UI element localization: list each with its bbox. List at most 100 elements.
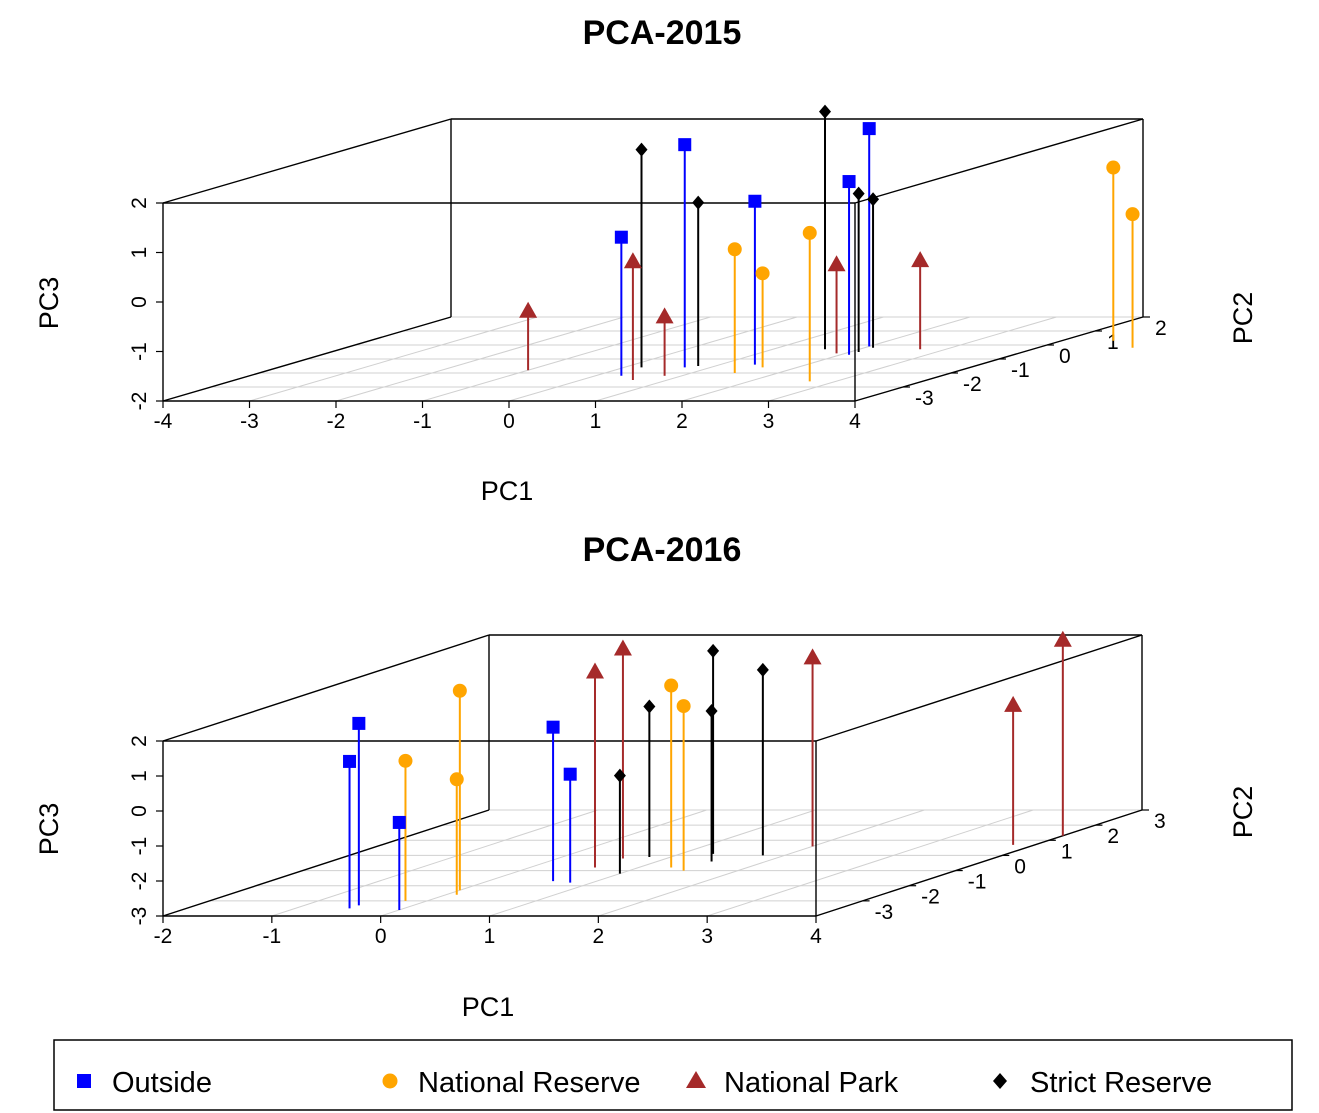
data-point-triangle	[585, 662, 604, 679]
data-point-square	[862, 122, 876, 136]
stems	[527, 111, 1134, 382]
data-point-circle	[755, 266, 770, 281]
box-edge	[815, 809, 1143, 917]
data-point-diamond	[707, 643, 720, 658]
data-point-diamond	[819, 104, 831, 119]
data-point-circle	[1106, 160, 1121, 175]
x-tick-label: 3	[701, 925, 713, 948]
data-point-triangle	[623, 252, 642, 269]
x-tick-label: -3	[240, 410, 259, 433]
data-point-square	[352, 716, 366, 730]
data-point-diamond	[705, 703, 718, 718]
floor-gridline	[271, 809, 598, 917]
y-tick-label: -1	[968, 871, 987, 894]
data-point-circle	[676, 699, 691, 714]
data-point-diamond	[756, 662, 769, 677]
data-point-triangle	[911, 251, 930, 268]
z-axis-label: PC3	[34, 277, 64, 330]
y-tick-label: -3	[915, 387, 934, 410]
x-tick-label: 4	[849, 410, 861, 433]
x-axis-label: PC1	[481, 476, 534, 506]
y-tick-label: 0	[1059, 345, 1071, 368]
data-point-circle	[398, 753, 413, 768]
y-axis-label: PC2	[1228, 292, 1258, 345]
z-tick-label: 1	[128, 770, 151, 782]
x-tick-label: 1	[484, 925, 496, 948]
data-point-triangle	[803, 648, 822, 665]
data-point-triangle	[613, 639, 632, 656]
y-axis-label: PC2	[1228, 786, 1258, 839]
x-tick-label: 0	[503, 410, 515, 433]
x-tick-label: 2	[592, 925, 604, 948]
legend-label: National Park	[724, 1067, 899, 1099]
box-edge	[162, 316, 452, 402]
legend-box	[53, 1039, 1293, 1111]
data-point-square	[343, 754, 357, 768]
y-tick-label: 2	[1107, 825, 1119, 848]
x-tick-label: -1	[262, 925, 281, 948]
data-point-circle	[664, 678, 679, 693]
floor-gridline	[707, 809, 1034, 917]
legend-label: Outside	[112, 1067, 212, 1099]
data-point-circle	[452, 683, 467, 698]
data-point-square	[748, 194, 762, 208]
legend: Outside National Reserve National Park S…	[53, 1039, 1293, 1111]
x-axis-label: PC1	[462, 992, 515, 1022]
z-tick-label: -1	[128, 342, 151, 361]
square-marker-icon	[77, 1074, 91, 1088]
x-tick-label: 3	[763, 410, 775, 433]
x-tick-label: -2	[154, 925, 173, 948]
circle-marker-icon	[382, 1073, 398, 1089]
z-axis-label: PC3	[34, 803, 64, 856]
y-tick-label: 1	[1107, 331, 1119, 354]
z-tick-label: 1	[128, 247, 151, 259]
legend-label: National Reserve	[418, 1067, 640, 1099]
z-tick-label: -3	[128, 907, 151, 926]
legend-item-strict-reserve: Strict Reserve	[993, 1067, 1212, 1099]
diamond-marker-icon	[993, 1073, 1007, 1089]
axis-ticks: -4 -3 -2 -1 0 1 2 3 4 -2 -1 0 1 2 -3 -2 -1 0 1 2	[128, 197, 1167, 433]
z-tick-label: -2	[128, 872, 151, 891]
z-tick-label: 0	[128, 296, 151, 308]
floor-gridline	[598, 809, 925, 917]
legend-label: Strict Reserve	[1030, 1067, 1212, 1099]
x-tick-label: 4	[810, 925, 822, 948]
y-tick-label: -2	[963, 373, 982, 396]
data-point-diamond	[867, 192, 880, 207]
legend-item-national-reserve: National Reserve	[382, 1067, 640, 1099]
floor-gridline	[380, 809, 707, 917]
data-point-circle	[1125, 207, 1140, 222]
data-point-diamond	[852, 186, 865, 201]
data-point-square	[392, 815, 406, 829]
y-tick-label: -2	[921, 886, 940, 909]
z-tick-label: 2	[128, 197, 151, 209]
chart-title: PCA-2015	[583, 14, 742, 52]
data-point-triangle	[827, 255, 846, 272]
data-point-square	[842, 175, 856, 189]
data-point-diamond	[643, 699, 656, 714]
legend-item-outside: Outside	[77, 1067, 212, 1099]
y-tick-label: 0	[1014, 855, 1026, 878]
data-point-triangle	[1053, 630, 1072, 647]
z-tick-label: -1	[128, 837, 151, 856]
x-tick-label: -2	[327, 410, 346, 433]
data-point-triangle	[1004, 695, 1023, 712]
y-tick-label: 2	[1155, 317, 1167, 340]
z-tick-label: -2	[128, 392, 151, 411]
pca-2016-panel: PCA-2016 PC1 PC3 PC2 -2 -1 0 1 2 3 4-3-2-1012-…	[34, 531, 1258, 1022]
y-tick-label: 3	[1154, 810, 1166, 833]
data-point-square	[678, 138, 692, 152]
box-edge	[162, 809, 490, 917]
floor-gridline	[489, 809, 816, 917]
y-tick-label: -1	[1011, 359, 1030, 382]
data-point-square	[546, 720, 560, 734]
box-edge	[815, 634, 1143, 742]
data-point-diamond	[635, 142, 648, 157]
data-point-triangle	[655, 307, 674, 324]
x-tick-label: -4	[154, 410, 173, 433]
box-edge	[854, 118, 1144, 204]
data-point-diamond	[613, 768, 626, 783]
x-tick-label: 2	[676, 410, 688, 433]
chart-title: PCA-2016	[583, 531, 742, 569]
